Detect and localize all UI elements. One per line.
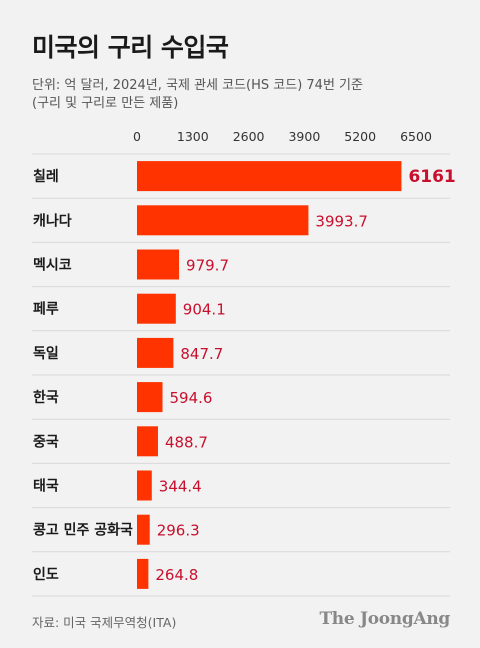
x-tick-label: 3900: [288, 129, 320, 144]
x-tick-label: 1300: [177, 129, 209, 144]
value-label: 594.6: [170, 389, 213, 407]
value-label: 3993.7: [315, 212, 368, 230]
value-label: 979.7: [186, 257, 229, 275]
x-tick-label: 5200: [344, 129, 376, 144]
bar: [137, 205, 309, 236]
x-tick-label: 6500: [400, 129, 432, 144]
category-label: 칠레: [33, 168, 59, 185]
value-label: 6161: [408, 167, 455, 187]
chart-title: 미국의 구리 수입국: [32, 33, 229, 62]
value-label: 264.8: [155, 566, 198, 584]
category-label: 태국: [33, 479, 59, 495]
bar: [137, 337, 174, 368]
category-label: 멕시코: [33, 257, 72, 274]
value-label: 847.7: [180, 345, 223, 363]
brand-logo: The JoongAng: [319, 609, 450, 629]
value-label: 904.1: [183, 301, 226, 319]
value-label: 488.7: [165, 433, 208, 451]
chart-rows: 칠레 6161 캐나다 3993.7 멕시코 979.7 페루 904.1 독일 847.7 한국 5…: [32, 153, 456, 597]
bar: [137, 249, 180, 280]
bar: [137, 426, 158, 457]
value-label: 344.4: [159, 478, 202, 496]
x-axis-ticks: 0 1300 2600 3900 5200 6500: [133, 129, 432, 144]
x-tick-label: 2600: [233, 129, 265, 144]
bar: [137, 293, 176, 324]
category-label: 독일: [33, 346, 59, 362]
category-label: 캐나다: [33, 213, 72, 229]
x-tick-label: 0: [133, 129, 141, 144]
bar: [137, 470, 152, 501]
bar: [137, 558, 149, 589]
bar: [137, 514, 150, 545]
category-label: 인도: [33, 566, 59, 583]
source-note: 자료: 미국 국제무역청(ITA): [32, 615, 177, 630]
chart-subtitle: 단위: 억 달러, 2024년, 국제 관세 코드(HS 코드) 74번 기준 …: [32, 78, 363, 111]
bar: [137, 382, 163, 413]
category-label: 중국: [33, 434, 59, 450]
category-label: 콩고 민주 공화국: [33, 522, 133, 539]
category-label: 페루: [33, 302, 59, 318]
bar: [137, 161, 402, 192]
value-label: 296.3: [157, 522, 200, 540]
category-label: 한국: [33, 390, 59, 406]
